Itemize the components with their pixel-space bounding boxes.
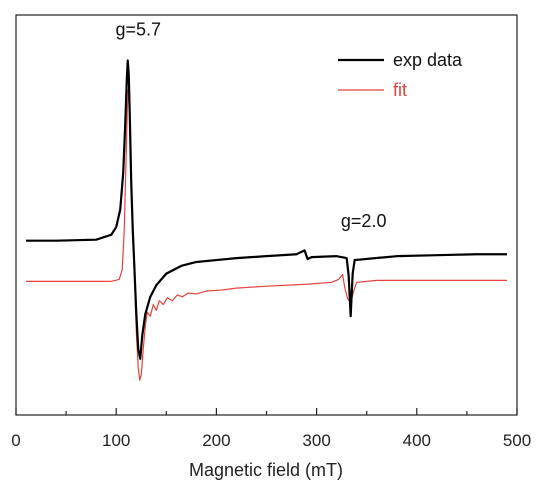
legend-label-exp-data: exp data (393, 50, 463, 70)
x-axis-ticks (15, 408, 518, 415)
x-tick-label: 100 (102, 431, 130, 450)
series-line-fit (26, 88, 507, 381)
x-tick-label: 500 (503, 431, 531, 450)
annotation-layer: g=5.7 g=2.0 (115, 19, 386, 231)
legend-label-fit: fit (393, 80, 407, 100)
series-line-exp-data (26, 59, 507, 360)
x-tick-label: 0 (11, 431, 20, 450)
legend: exp data fit (338, 50, 463, 100)
series-layer (26, 59, 507, 381)
x-tick-label: 400 (403, 431, 431, 450)
x-axis-label: Magnetic field (mT) (189, 460, 343, 480)
x-axis-tick-labels: 0 100 200 300 400 500 (11, 431, 531, 450)
plot-frame (15, 14, 518, 416)
annotation-label: g=2.0 (341, 211, 387, 231)
x-tick-label: 200 (202, 431, 230, 450)
annotation-label: g=5.7 (115, 19, 161, 39)
x-tick-label: 300 (302, 431, 330, 450)
